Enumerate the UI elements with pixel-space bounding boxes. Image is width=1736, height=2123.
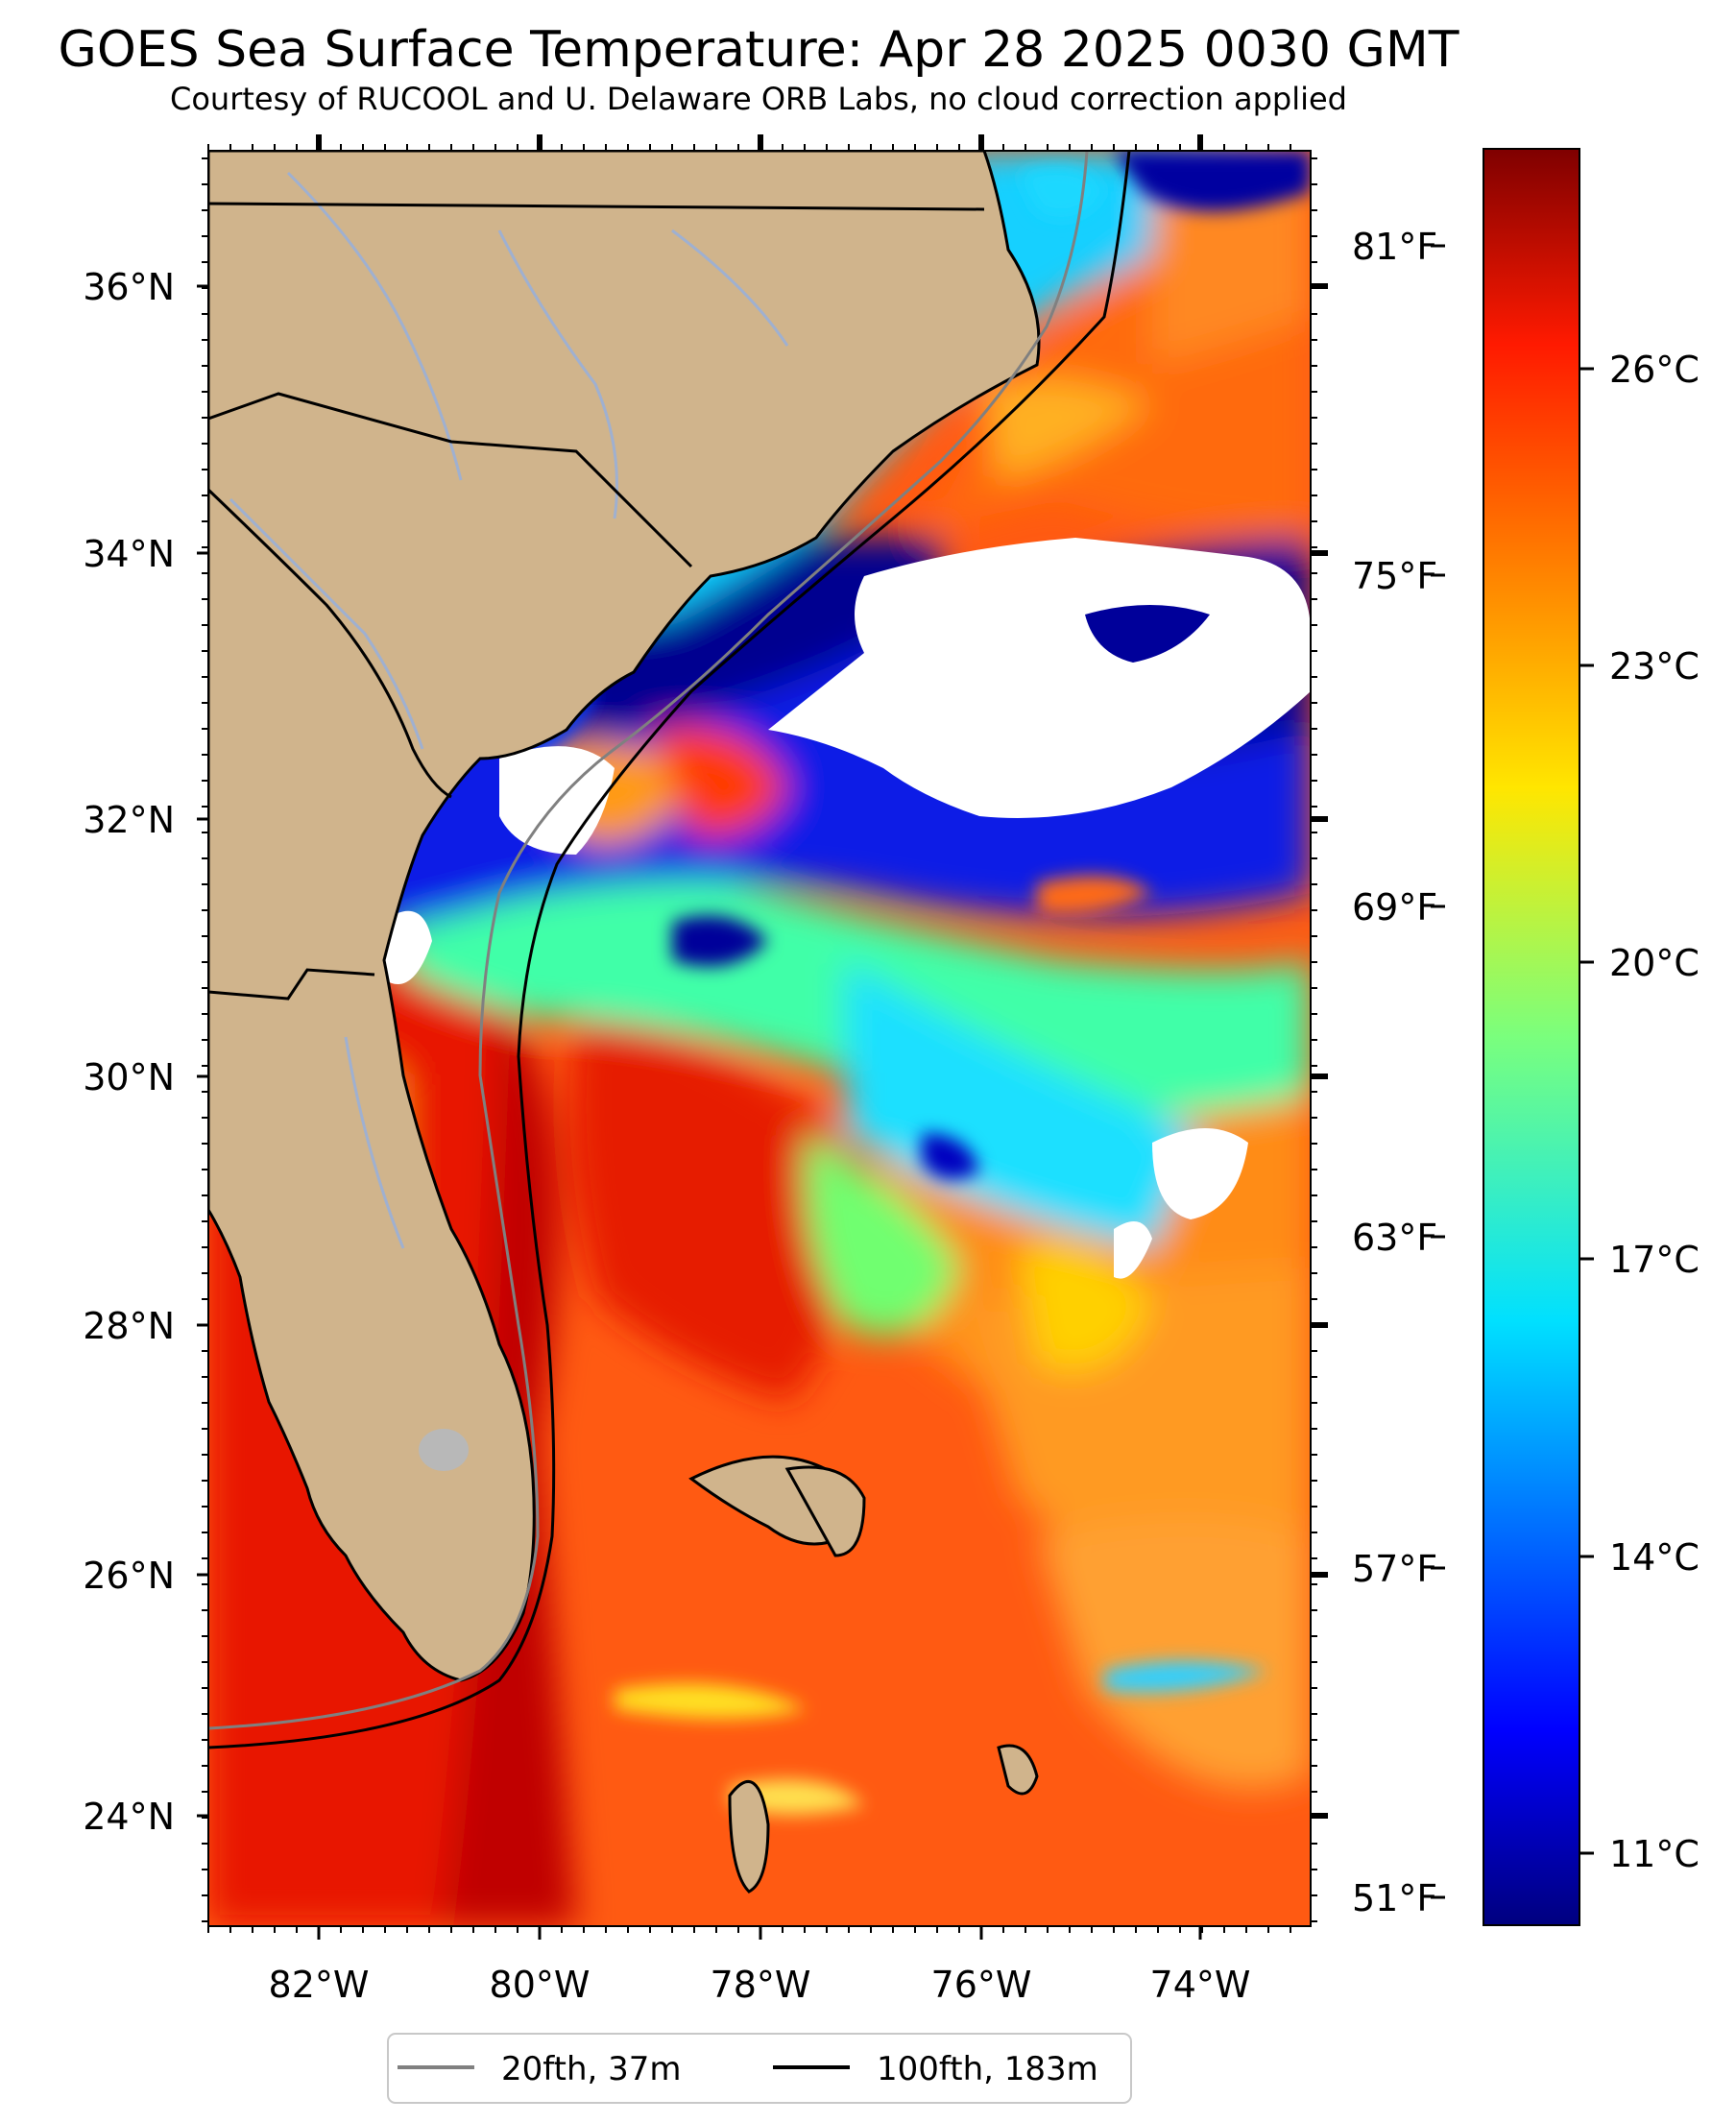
lon-tick-label: 78°W: [711, 1964, 811, 2006]
lat-tick-label: 36°N: [83, 266, 175, 308]
c-tick-label: 11°C: [1609, 1833, 1700, 1875]
lat-tick-label: 32°N: [83, 799, 175, 841]
map-subtitle: Courtesy of RUCOOL and U. Delaware ORB L…: [170, 81, 1347, 117]
isobath-100fth: [208, 151, 1131, 1749]
c-tick-label: 23°C: [1609, 645, 1700, 688]
lon-tick-label: 82°W: [269, 1964, 370, 2006]
lat-tick-label: 24°N: [83, 1796, 175, 1838]
land-bahamas: [688, 1455, 1039, 1894]
map-panel: [208, 151, 1311, 1926]
f-tick-label: 75°F: [1352, 555, 1437, 597]
legend-box: [387, 2033, 1132, 2104]
lat-tick-label: 34°N: [83, 533, 175, 575]
rivers: [229, 171, 789, 1249]
lon-tick-label: 80°W: [490, 1964, 591, 2006]
celsius-axis: 26°C 23°C 20°C 17°C 14°C 11°C: [1579, 349, 1700, 1875]
lat-tick-label: 30°N: [83, 1056, 175, 1098]
legend: 20fth, 37m 100fth, 183m: [387, 2033, 1132, 2104]
f-tick-label: 51°F: [1352, 1877, 1437, 1919]
c-tick-label: 17°C: [1609, 1239, 1700, 1281]
lat-tick-label: 26°N: [83, 1555, 175, 1597]
land-us: [208, 151, 1041, 1682]
sst-details: [499, 151, 1311, 1815]
f-tick-label: 57°F: [1352, 1548, 1437, 1590]
c-tick-label: 14°C: [1609, 1536, 1700, 1579]
legend-label-20fth: 20fth, 37m: [501, 2050, 682, 2088]
c-tick-label: 26°C: [1609, 349, 1700, 391]
colorbar: [1483, 148, 1580, 1926]
f-tick-label: 81°F: [1352, 226, 1437, 268]
lon-tick-label: 74°W: [1150, 1964, 1251, 2006]
cloud-mask: [382, 538, 1311, 1279]
f-tick-label: 69°F: [1352, 886, 1437, 929]
isobath-20fth: [208, 151, 1089, 1730]
legend-label-100fth: 100fth, 183m: [877, 2050, 1098, 2088]
c-tick-label: 20°C: [1609, 942, 1700, 984]
lat-axis: 36°N 34°N 32°N 30°N 28°N 26°N 24°N: [83, 157, 1328, 1922]
lat-tick-label: 28°N: [83, 1305, 175, 1347]
lon-tick-label: 76°W: [931, 1964, 1032, 2006]
map-title: GOES Sea Surface Temperature: Apr 28 202…: [58, 21, 1459, 79]
state-borders: [208, 202, 985, 1001]
lake-okeechobee: [419, 1429, 469, 1471]
lon-axis: 82°W 80°W 78°W 76°W 74°W: [207, 134, 1291, 2006]
f-tick-label: 63°F: [1352, 1217, 1437, 1259]
fahrenheit-axis: 81°F 75°F 69°F 63°F 57°F 51°F: [1352, 226, 1445, 1919]
